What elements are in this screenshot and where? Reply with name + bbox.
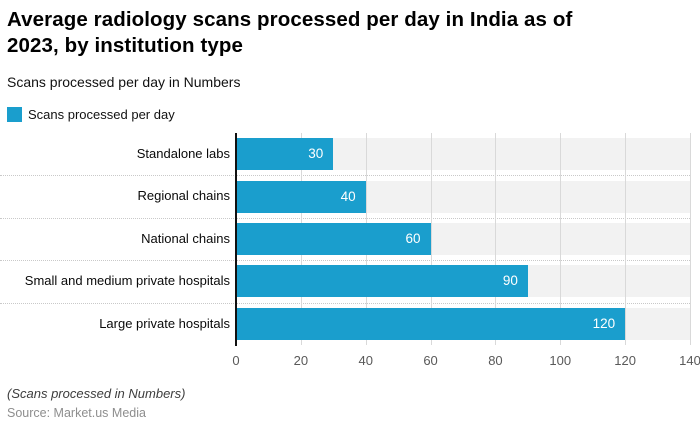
bar-national-chains: 60 <box>236 223 431 255</box>
y-axis-line <box>235 133 237 346</box>
gridline-60 <box>430 133 432 345</box>
gridline-140 <box>690 133 691 345</box>
category-label: Standalone labs <box>136 146 230 161</box>
chart-title: Average radiology scans processed per da… <box>7 7 572 59</box>
legend-label: Scans processed per day <box>28 106 175 122</box>
gridline-120 <box>625 133 627 345</box>
bar-standalone-labs: 30 <box>236 138 334 171</box>
bar-chart-plot: Standalone labs 30 Regional chains 40 Nation… <box>0 133 700 368</box>
gridline-100 <box>560 133 562 345</box>
chart-source: Source: Market.us Media <box>7 406 146 420</box>
bar-value-label: 120 <box>592 315 616 331</box>
chart-title-line-1: Average radiology scans processed per da… <box>7 8 573 31</box>
row-separator <box>0 217 690 219</box>
x-tick-label-100: 100 <box>549 353 572 368</box>
chart-title-line-2: 2023, by institution type <box>7 34 244 57</box>
bar-regional-chains: 40 <box>236 180 366 213</box>
x-tick-label-0: 0 <box>232 353 240 368</box>
legend-swatch-icon <box>7 106 22 122</box>
x-tick-label-80: 80 <box>488 353 503 368</box>
bar-value-label: 30 <box>308 146 324 162</box>
category-label: Regional chains <box>137 188 230 204</box>
row-separator <box>0 302 690 304</box>
bar-value-label: 40 <box>340 188 356 204</box>
row-separator <box>0 260 690 262</box>
bar-value-label: 60 <box>405 231 421 246</box>
x-tick-label-60: 60 <box>423 353 438 368</box>
legend: Scans processed per day <box>7 106 175 122</box>
chart-subtitle: Scans processed per day in Numbers <box>7 74 241 90</box>
x-tick-label-40: 40 <box>358 353 373 368</box>
chart-note: (Scans processed in Numbers) <box>7 386 186 401</box>
x-tick-label-120: 120 <box>614 353 636 368</box>
bar-small-and-medium-private-hospitals: 90 <box>236 265 528 298</box>
category-label: National chains <box>141 230 230 246</box>
x-tick-label-140: 140 <box>679 353 700 368</box>
bar-large-private-hospitals: 120 <box>236 307 626 340</box>
bar-value-label: 90 <box>502 273 518 289</box>
row-separator <box>0 175 690 177</box>
category-label: Large private hospitals <box>99 315 230 331</box>
gridline-80 <box>495 133 497 345</box>
x-tick-label-20: 20 <box>293 353 309 368</box>
category-label: Small and medium private hospitals <box>24 273 230 289</box>
